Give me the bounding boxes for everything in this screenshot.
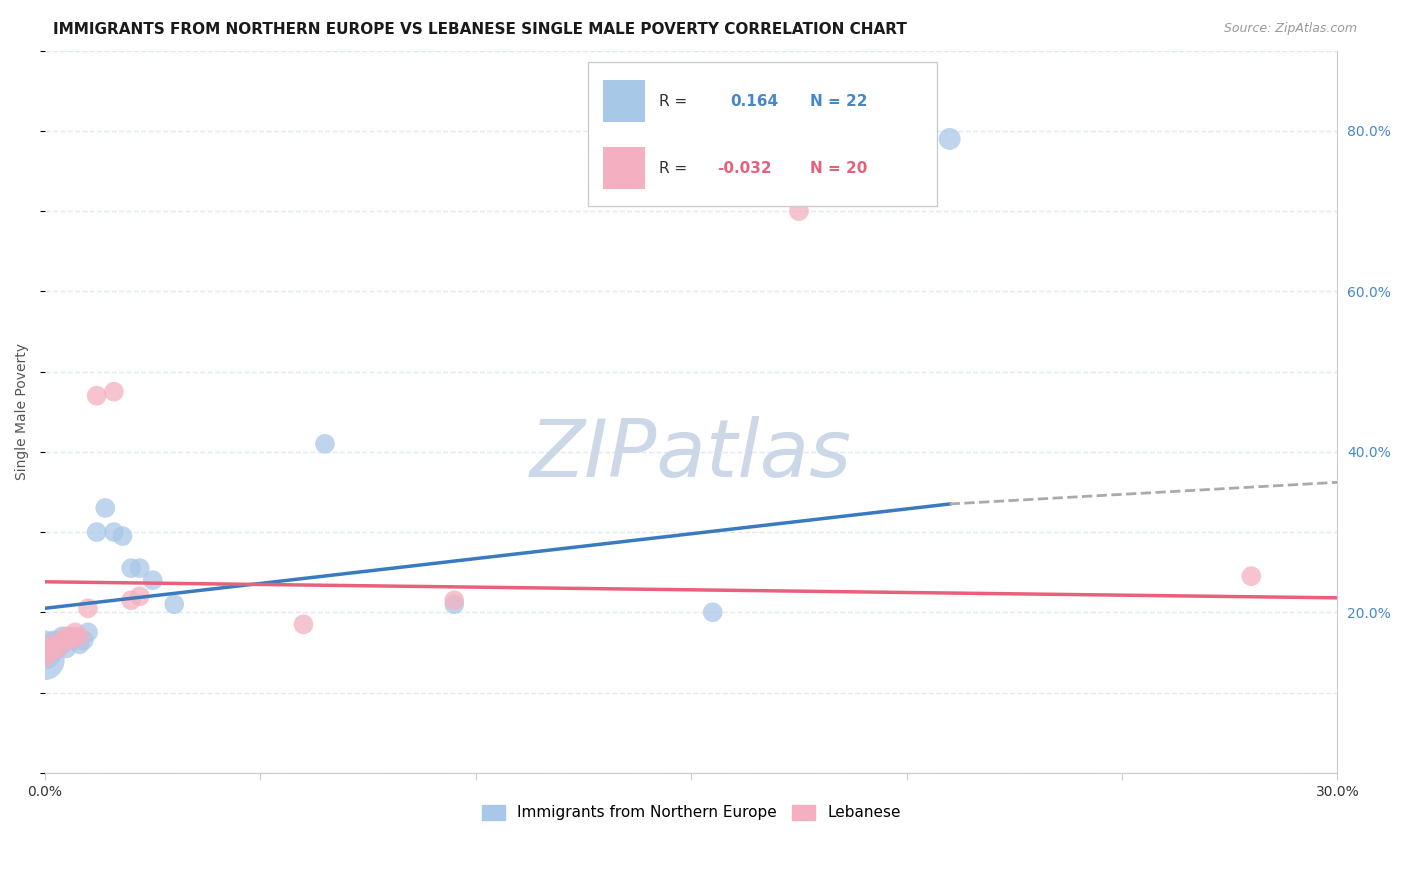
Point [38,645,60,659]
Point [63,625,86,640]
Point [42,633,65,648]
FancyBboxPatch shape [588,62,936,206]
Point [55,629,77,643]
Legend: Immigrants from Northern Europe, Lebanese: Immigrants from Northern Europe, Lebanes… [475,798,907,827]
Point [67,637,90,651]
Point [787,204,810,219]
Point [443,597,465,611]
Point [34,645,56,659]
Point [86,524,108,539]
Point [128,561,150,575]
Point [77,625,100,640]
Text: R =: R = [659,161,688,176]
Text: 0.164: 0.164 [730,94,778,109]
Point [34,637,56,651]
Point [38,645,60,659]
Point [86,389,108,403]
Point [55,633,77,648]
Point [163,597,186,611]
Point [55,641,77,656]
Point [46,633,69,648]
Point [938,132,960,146]
Point [142,573,165,587]
Text: Source: ZipAtlas.com: Source: ZipAtlas.com [1223,22,1357,36]
Text: -0.032: -0.032 [717,161,772,176]
Point [51,633,73,648]
Point [103,384,125,399]
Point [94,500,117,515]
Point [67,629,90,643]
Text: ZIPatlas: ZIPatlas [530,416,852,494]
Text: R =: R = [659,94,688,109]
Point [59,633,82,648]
Point [42,641,65,656]
Point [51,629,73,643]
Point [128,589,150,603]
Point [314,437,336,451]
Text: N = 22: N = 22 [810,94,868,109]
Point [120,593,142,607]
FancyBboxPatch shape [603,147,645,189]
Point [38,637,60,651]
Point [34,649,56,664]
Point [51,637,73,651]
Point [34,641,56,656]
Text: N = 20: N = 20 [810,161,868,176]
Point [63,633,86,648]
Point [38,637,60,651]
Text: IMMIGRANTS FROM NORTHERN EUROPE VS LEBANESE SINGLE MALE POVERTY CORRELATION CHAR: IMMIGRANTS FROM NORTHERN EUROPE VS LEBAN… [53,22,907,37]
Point [443,593,465,607]
Point [111,529,134,543]
Y-axis label: Single Male Poverty: Single Male Poverty [15,343,30,480]
Point [59,629,82,643]
Point [1240,569,1263,583]
Point [292,617,315,632]
Point [46,641,69,656]
Point [702,605,724,619]
Point [73,633,96,648]
Point [103,524,125,539]
Point [46,641,69,656]
FancyBboxPatch shape [603,80,645,122]
Point [42,641,65,656]
Point [77,601,100,615]
Point [120,561,142,575]
Point [34,653,56,667]
